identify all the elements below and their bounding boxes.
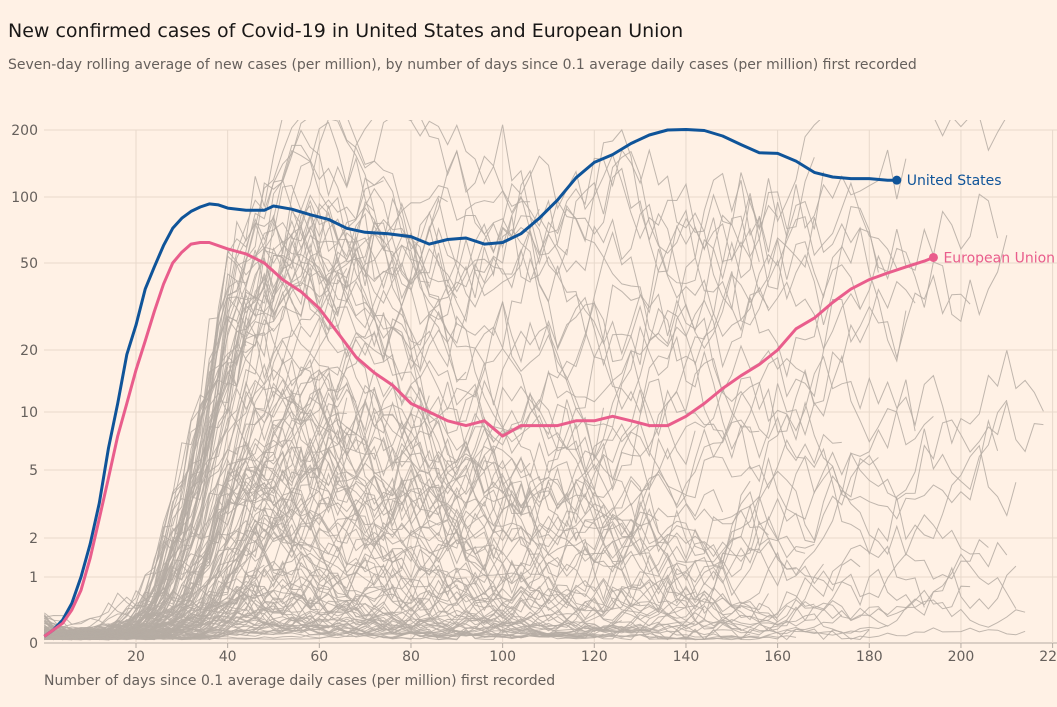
series-end-marker-us	[892, 175, 902, 185]
series-line-us	[43, 128, 897, 638]
y-tick-label: 50	[20, 256, 38, 272]
country-line	[44, 492, 531, 640]
series-label-eu: European Union	[943, 250, 1055, 266]
country-line	[44, 120, 824, 640]
background-country-lines	[44, 120, 1044, 641]
y-tick-label: 100	[11, 190, 38, 206]
x-tick-label: 120	[581, 649, 608, 665]
y-tick-label: 20	[20, 343, 38, 359]
country-line	[44, 519, 696, 640]
country-line	[44, 388, 1008, 639]
series-line-eu	[43, 241, 934, 638]
country-line	[44, 550, 403, 640]
country-line	[44, 471, 339, 640]
country-line	[44, 583, 393, 636]
x-tick-label: 160	[764, 649, 791, 665]
y-tick-label: 10	[20, 405, 38, 421]
series-label-us: United States	[907, 173, 1002, 189]
country-line	[44, 120, 299, 639]
chart-title: New confirmed cases of Covid-19 in Unite…	[8, 20, 684, 42]
country-line	[44, 352, 1044, 641]
country-line	[44, 536, 989, 641]
country-line	[44, 581, 696, 641]
axes: 0 1 2 5 10 20 50 100 200 20 40 60 80 100 120 140 160 180 2…	[11, 123, 1057, 665]
highlighted-series: United States European Union	[43, 128, 1055, 638]
y-tick-label: 200	[11, 123, 38, 139]
country-line	[44, 466, 265, 641]
country-line	[44, 611, 412, 641]
y-tick-label: 5	[29, 463, 38, 479]
country-line	[44, 242, 971, 640]
country-line	[44, 587, 696, 639]
country-line	[44, 120, 815, 638]
x-tick-label: 140	[673, 649, 700, 665]
x-tick-label: 100	[489, 649, 516, 665]
country-line	[44, 372, 751, 633]
country-line	[44, 350, 1044, 639]
country-line	[44, 601, 228, 634]
country-line	[44, 457, 879, 636]
chart-subtitle: Seven-day rolling average of new cases (…	[8, 57, 917, 73]
country-line	[44, 129, 448, 641]
country-line	[44, 572, 742, 638]
y-tick-label: 2	[29, 531, 38, 547]
x-tick-label: 180	[856, 649, 883, 665]
x-tick-label: 200	[948, 649, 975, 665]
x-tick-label: 40	[219, 649, 237, 665]
country-line	[44, 194, 339, 637]
country-line	[44, 544, 705, 636]
series-end-marker-eu	[928, 252, 938, 262]
x-tick-label: 60	[310, 649, 328, 665]
x-tick-label: 220	[1039, 649, 1057, 665]
x-axis-label: Number of days since 0.1 average daily c…	[44, 673, 555, 689]
country-line	[44, 120, 1006, 640]
x-tick-label: 20	[127, 649, 145, 665]
y-tick-label: 0	[29, 636, 38, 652]
country-line	[44, 392, 1017, 640]
country-line	[44, 184, 348, 636]
y-tick-label: 1	[29, 570, 38, 586]
x-tick-label: 80	[402, 649, 420, 665]
country-line	[44, 233, 430, 625]
country-line	[44, 508, 402, 641]
